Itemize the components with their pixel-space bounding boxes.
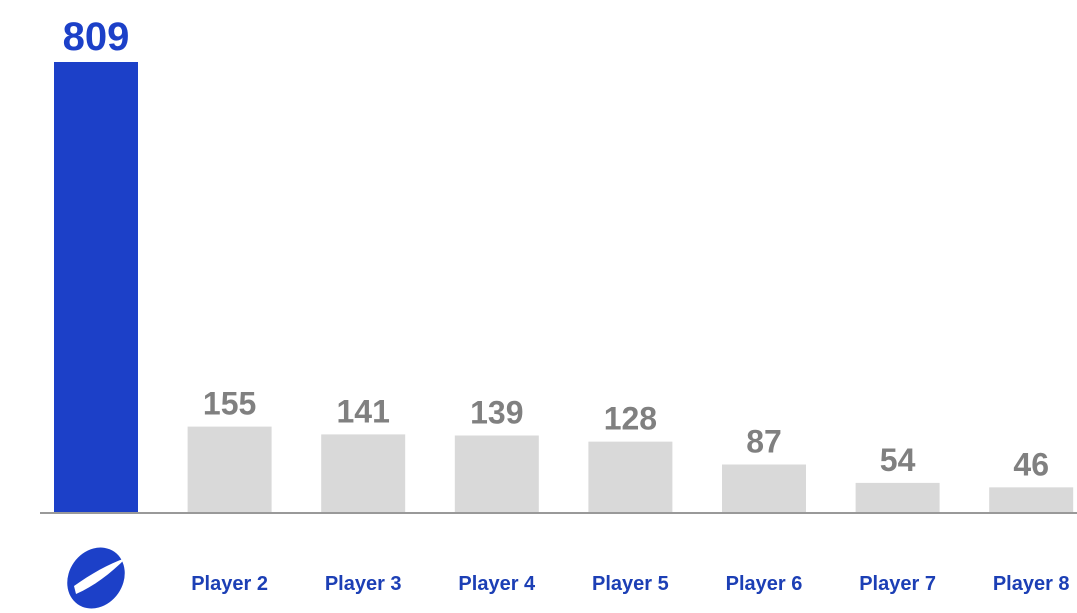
bar <box>855 482 940 513</box>
bar <box>454 435 539 513</box>
x-tick-label: Player 8 <box>993 573 1070 595</box>
logo <box>67 547 126 609</box>
value-label: 139 <box>470 395 523 431</box>
bar <box>588 441 673 513</box>
x-tick-label: Player 6 <box>726 573 803 595</box>
value-label: 46 <box>1013 446 1049 482</box>
value-label: 54 <box>880 442 916 478</box>
x-tick-label: Player 5 <box>592 573 669 595</box>
bar <box>187 426 272 513</box>
bar <box>321 434 406 513</box>
value-label: 141 <box>337 393 390 429</box>
bar <box>722 464 806 513</box>
value-label: 155 <box>203 386 256 422</box>
x-tick-label: Player 3 <box>325 573 402 595</box>
value-label: 128 <box>604 401 657 437</box>
x-tick-label: Player 7 <box>859 573 936 595</box>
x-tick-label: Player 4 <box>458 573 536 595</box>
bar <box>54 62 138 513</box>
value-label: 809 <box>63 15 130 59</box>
value-label: 87 <box>746 423 782 459</box>
bar <box>989 487 1074 513</box>
x-tick-label: Player 2 <box>191 573 268 595</box>
